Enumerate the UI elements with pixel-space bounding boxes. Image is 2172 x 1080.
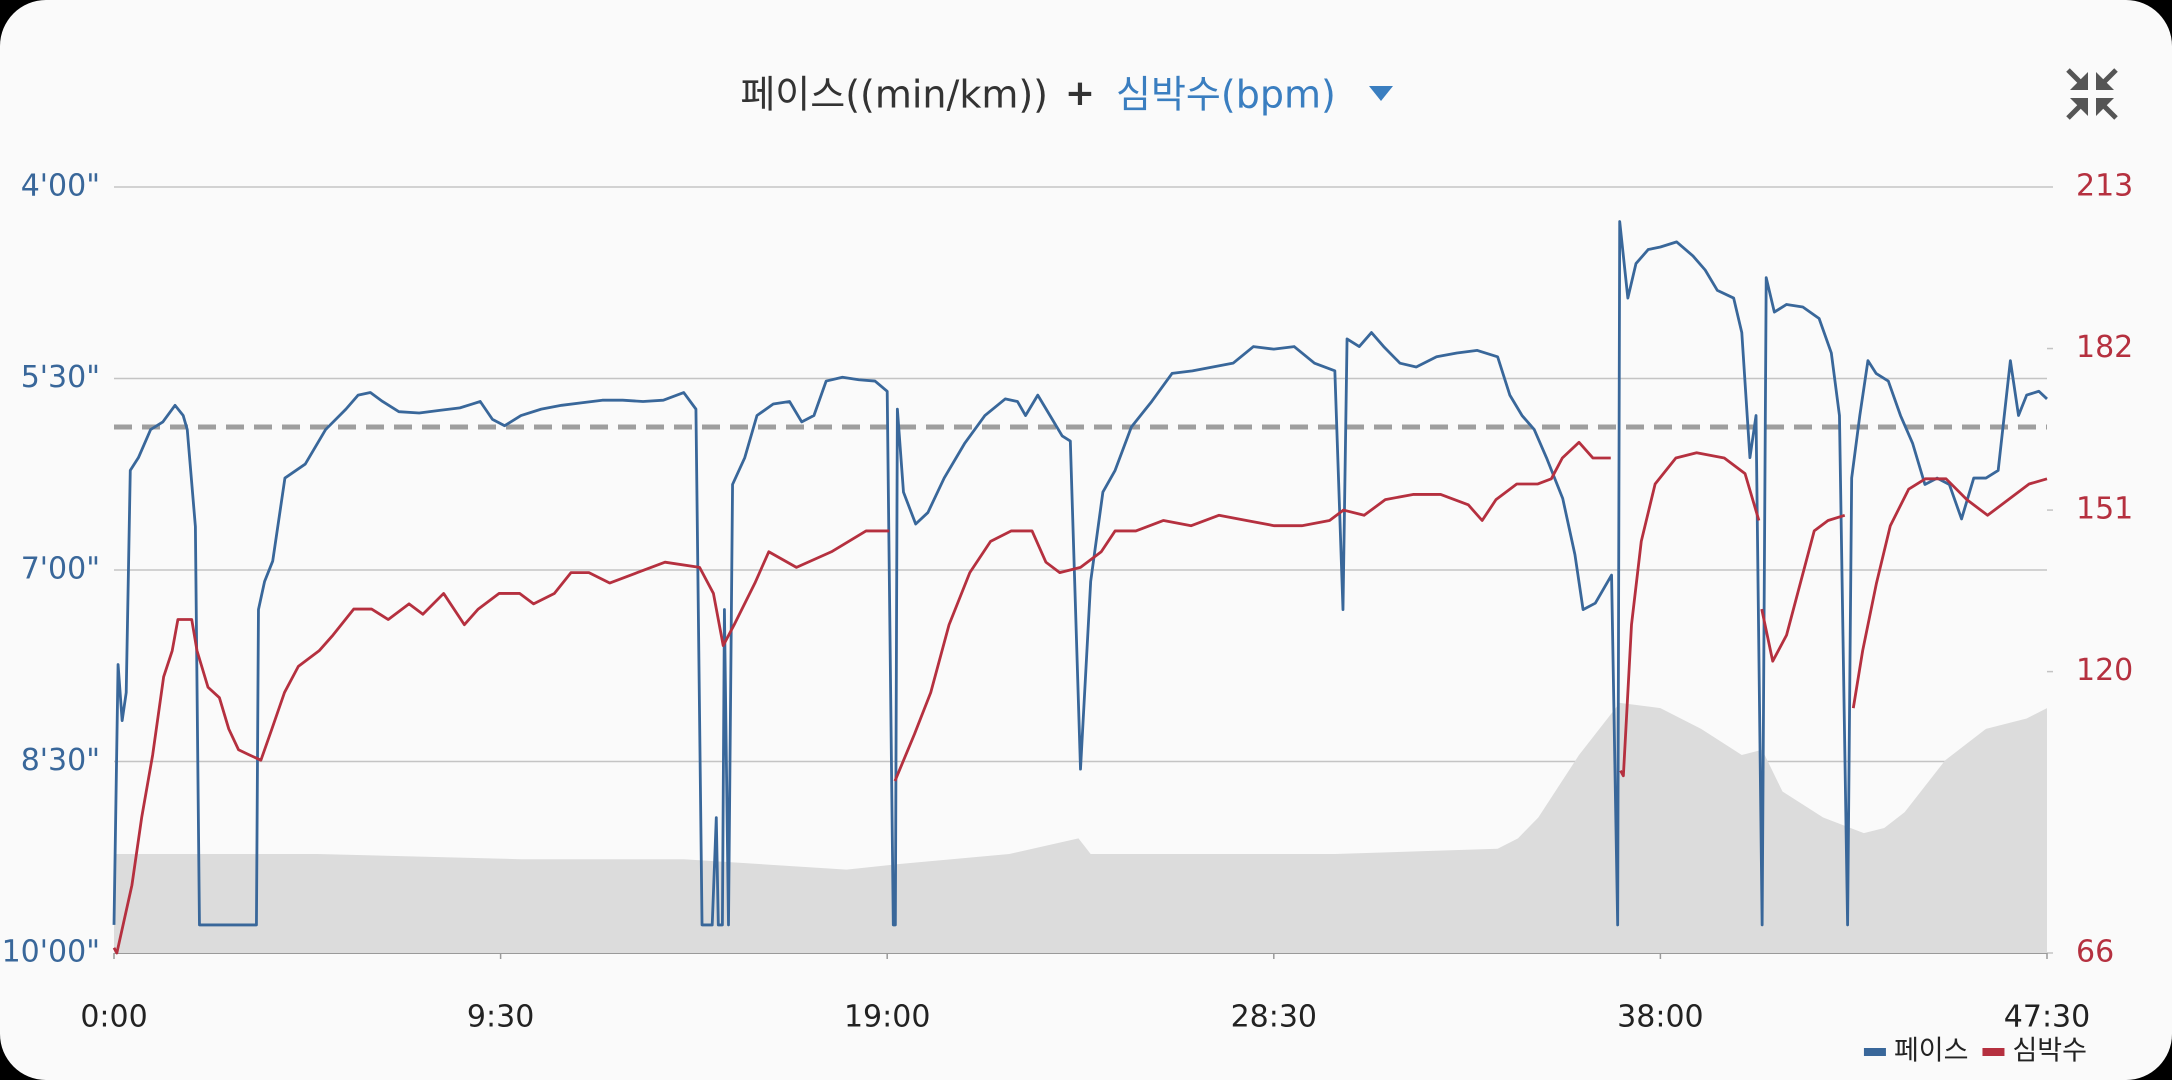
collapse-button[interactable] [2066,68,2118,120]
title-secondary[interactable]: 심박수(bpm) [1116,73,1336,117]
area [114,702,2047,953]
y2-tick-label: 120 [2076,653,2133,688]
y2-tick-label: 182 [2076,330,2133,365]
y2-tick-label: 151 [2076,492,2133,527]
x-tick-label: 0:00 [80,1000,147,1035]
plot: 4'00" 5'30" 7'00" 8'30" 10'00" 66 120 151 182 213… [2,169,2134,1067]
legend-swatch [1863,1048,1886,1056]
y2-tick-label: 213 [2076,169,2133,204]
x-tick-label: 38:00 [1617,1000,1703,1035]
y2-tick-label: 66 [2076,935,2114,970]
legend-label: 심박수 [2012,1036,2087,1067]
x-tick-label: 9:30 [467,1000,534,1035]
series-layer [112,220,2048,955]
line [112,440,2048,955]
dropdown-arrow[interactable] [1369,86,1393,101]
legend-swatch [1982,1048,2005,1056]
y-tick-label: 8'30" [21,743,100,778]
legend-label: 페이스 [1894,1036,1969,1067]
x-tick-label: 28:30 [1231,1000,1317,1035]
x-tick-label: 19:00 [844,1000,930,1035]
y-tick-label: 10'00" [2,935,100,970]
title-primary: 페이스((min/km)) [740,73,1048,117]
title-joiner: + [1065,73,1095,114]
y-tick-label: 5'30" [21,360,100,395]
y-tick-label: 4'00" [21,169,100,204]
line [112,220,2048,927]
x-tick-label: 47:30 [2004,1000,2090,1035]
y-tick-label: 7'00" [21,552,100,587]
